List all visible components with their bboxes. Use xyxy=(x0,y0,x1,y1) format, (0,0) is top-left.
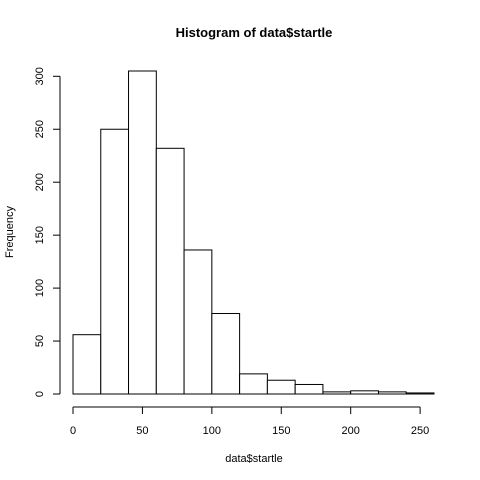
x-axis-label: data$startle xyxy=(225,453,282,465)
y-tick-label-2: 100 xyxy=(34,279,46,297)
x-tick-label-2: 100 xyxy=(203,425,221,437)
x-tick-label-3: 150 xyxy=(272,425,290,437)
histogram-bar-2 xyxy=(128,70,157,395)
x-tick-label-5: 250 xyxy=(411,425,429,437)
histogram-bar-9 xyxy=(322,391,352,395)
histogram-bar-3 xyxy=(155,147,185,395)
chart-title: Histogram of data$startle xyxy=(176,25,333,40)
x-axis: 0 50 100 150 200 250 xyxy=(70,406,429,437)
histogram-bar-5 xyxy=(211,313,241,395)
histogram-bar-1 xyxy=(100,128,130,395)
y-axis: 0 50 100 150 200 250 300 xyxy=(34,67,61,397)
histogram-bar-6 xyxy=(239,373,268,395)
y-tick-label-4: 200 xyxy=(34,173,46,191)
histogram-bar-12 xyxy=(405,392,435,395)
y-tick-label-1: 50 xyxy=(34,335,46,347)
histogram-bar-11 xyxy=(377,391,407,395)
y-tick-label-0: 0 xyxy=(34,391,46,397)
y-tick-label-5: 250 xyxy=(34,120,46,138)
y-tick-label-3: 150 xyxy=(34,226,46,244)
histogram-bar-10 xyxy=(350,390,379,395)
histogram-bar-8 xyxy=(294,383,324,395)
x-tick-label-1: 50 xyxy=(136,425,148,437)
y-axis-label: Frequency xyxy=(4,206,16,258)
y-tick-label-6: 300 xyxy=(34,67,46,85)
histogram-bar-4 xyxy=(183,249,213,395)
histogram-bar-7 xyxy=(266,379,296,395)
bars-group xyxy=(72,70,435,395)
x-tick-label-4: 200 xyxy=(342,425,360,437)
histogram-bar-0 xyxy=(72,334,102,395)
x-tick-label-0: 0 xyxy=(70,425,76,437)
